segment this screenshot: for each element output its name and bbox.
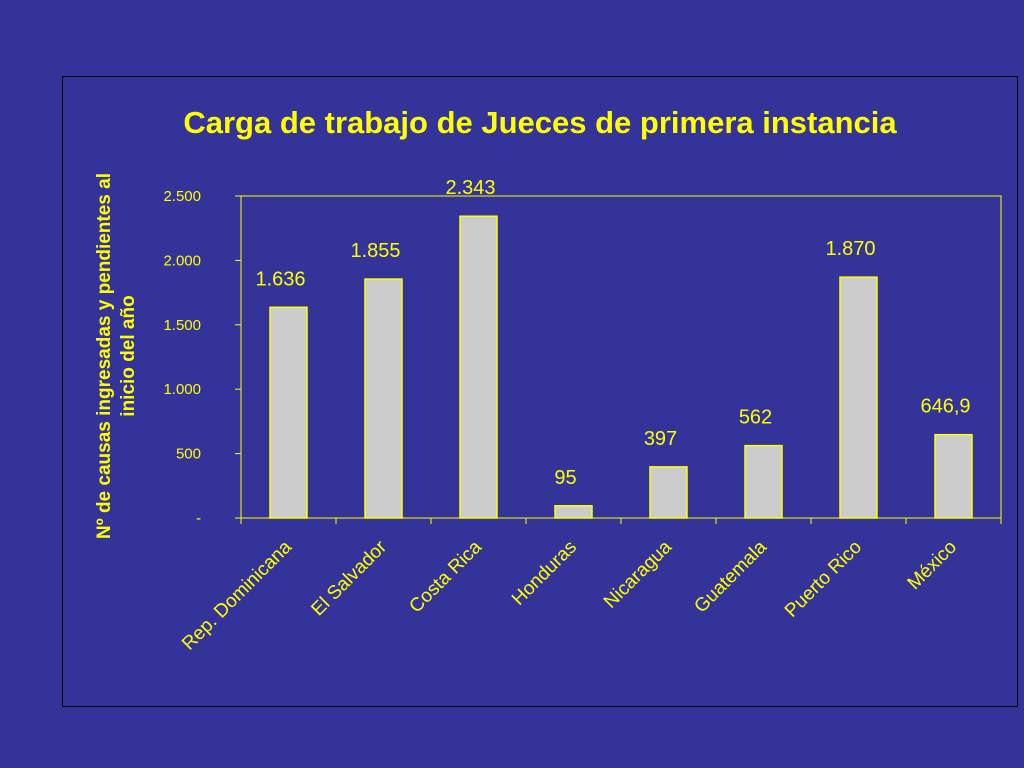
y-axis-label: Nº de causas ingresadas y pendientes al … — [94, 173, 139, 539]
x-axis: Rep. Dominicana El Salvador Costa Rica Hond… — [178, 518, 1002, 655]
x-category-label: Honduras — [508, 537, 581, 610]
y-tick-label: 1.500 — [163, 317, 201, 334]
bar — [459, 215, 498, 519]
data-label: 95 — [554, 467, 576, 489]
bar — [934, 433, 973, 519]
bar — [364, 278, 403, 519]
x-category-label: El Salvador — [307, 536, 391, 620]
y-tick-label: - — [196, 510, 201, 527]
bar — [554, 505, 593, 519]
data-label: 1.870 — [825, 238, 875, 260]
y-axis-label-line-2: inicio del año — [118, 295, 139, 416]
chart-frame — [62, 76, 1018, 707]
x-category-label: México — [904, 537, 961, 594]
bar — [269, 306, 308, 519]
bar — [744, 444, 783, 519]
data-labels: 1.636 1.855 2.343 95 397 562 1.870 646,9 — [255, 177, 970, 489]
y-tick-label: 500 — [176, 446, 201, 463]
x-category-label: Puerto Rico — [781, 537, 866, 622]
y-axis: - 500 1.000 1.500 2.000 2.500 — [163, 188, 241, 527]
y-tick-label: 1.000 — [163, 381, 201, 398]
data-label: 2.343 — [445, 177, 495, 199]
y-tick-label: 2.500 — [163, 188, 201, 205]
x-category-label: Nicaragua — [600, 536, 676, 612]
bars — [269, 215, 973, 519]
data-label: 397 — [644, 428, 677, 450]
data-label: 562 — [739, 407, 772, 429]
data-label: 646,9 — [920, 396, 970, 418]
x-category-label: Costa Rica — [405, 536, 486, 617]
y-axis-label-line-1: Nº de causas ingresadas y pendientes al — [94, 173, 115, 539]
bar — [839, 276, 878, 519]
chart-title: Carga de trabajo de Jueces de primera in… — [183, 105, 897, 140]
bar — [649, 466, 688, 519]
y-tick-label: 2.000 — [163, 252, 201, 269]
data-label: 1.636 — [255, 268, 305, 290]
data-label: 1.855 — [350, 240, 400, 262]
x-category-label: Rep. Dominicana — [178, 536, 296, 654]
x-category-label: Guatemala — [690, 536, 771, 617]
